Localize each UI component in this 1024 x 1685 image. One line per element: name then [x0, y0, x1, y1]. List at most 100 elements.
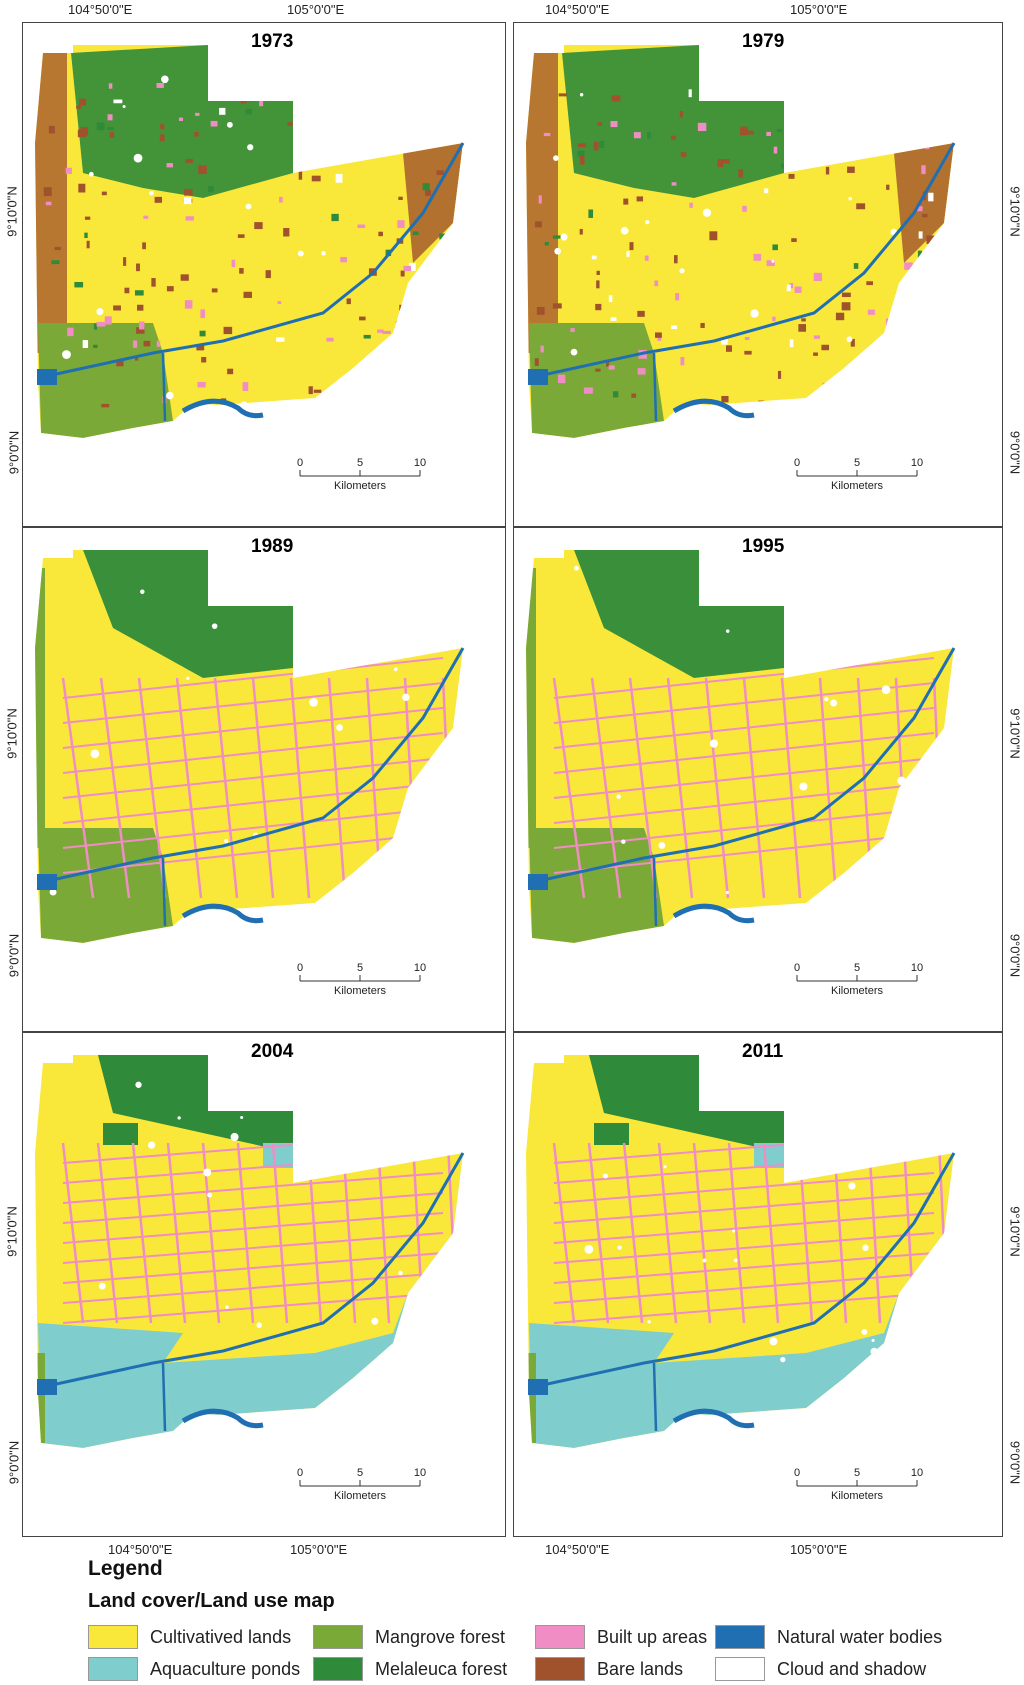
cloud-patch — [161, 75, 169, 84]
main-canal — [528, 647, 956, 885]
built-up-canal-line — [622, 1142, 644, 1324]
land-cover-patch — [439, 233, 446, 240]
built-up-road-line — [553, 807, 935, 849]
land-cover-patch — [107, 127, 115, 131]
legend-label-builtup: Built up areas — [597, 1626, 708, 1647]
map-year-label: 1989 — [251, 536, 294, 557]
land-cover-patch — [264, 90, 270, 96]
cloud-patch — [570, 348, 578, 356]
land-cover-patch — [689, 202, 693, 208]
land-cover-patch — [583, 387, 593, 394]
land-cover-patch — [742, 205, 747, 212]
main-canal — [37, 142, 465, 380]
land-cover-patch — [340, 257, 347, 263]
cloud-patch — [338, 154, 348, 164]
melaleuca-patch — [594, 1123, 629, 1145]
cloud-patch — [645, 219, 650, 225]
land-cover-patch — [552, 303, 562, 309]
land-cover-patch — [772, 316, 776, 322]
cloud-patch — [88, 171, 94, 177]
land-cover-patch — [813, 272, 822, 282]
cloud-patch — [135, 1081, 142, 1088]
land-cover-map — [35, 1055, 465, 1448]
bottom-lon-label-left-a: 104°50'0"E — [108, 1542, 173, 1557]
land-cover-patch — [593, 141, 599, 151]
built-up-road-line — [62, 1192, 444, 1224]
built-up-road-line — [62, 807, 444, 849]
map-panel-1995: 1995 0 5 10 Kilometers — [513, 527, 1003, 1032]
land-cover-patch — [595, 303, 602, 311]
scale-bar: 0 5 10 Kilometers — [792, 1464, 942, 1508]
land-cover-patch — [254, 222, 263, 230]
land-cover-patch — [773, 146, 778, 154]
legend-item-bareland: Bare lands — [535, 1656, 683, 1682]
cloud-patch — [321, 896, 327, 902]
land-cover-patch — [377, 329, 384, 333]
land-cover-patch — [895, 401, 902, 408]
land-cover-patch — [671, 325, 678, 330]
land-cover-patch — [439, 300, 447, 305]
scale-tick-label: 5 — [854, 962, 860, 974]
mangrove-swatch — [313, 1625, 363, 1649]
cloud-patch — [402, 693, 410, 702]
cloud-patch — [393, 667, 398, 672]
left-lat-label-lower-2: 9°0'0"N — [6, 933, 22, 978]
land-cover-patch — [143, 215, 149, 219]
land-cover-patch — [606, 361, 610, 367]
land-cover-patch — [577, 143, 587, 148]
land-cover-patch — [54, 246, 61, 251]
scale-tick-label: 5 — [357, 962, 363, 974]
land-cover-patch — [210, 120, 218, 127]
land-cover-patch — [764, 188, 769, 194]
left-lat-label-upper-3: 9°10'0"N — [4, 1206, 20, 1257]
cloud-patch — [355, 868, 365, 877]
land-cover-patch — [132, 340, 138, 348]
land-cover-patch — [139, 321, 145, 330]
land-cover-patch — [430, 388, 438, 396]
top-lon-label-right-a: 105°0'0"E — [287, 2, 345, 17]
land-cover-patch — [637, 368, 646, 375]
cloud-patch — [908, 70, 914, 76]
cloud-patch — [554, 247, 562, 255]
mangrove-area — [529, 323, 664, 438]
scale-unit-label: Kilometers — [831, 985, 883, 997]
map-year-label: 1979 — [742, 31, 785, 52]
land-cover-patch — [629, 242, 634, 251]
land-cover-patch — [231, 259, 236, 268]
land-cover-patch — [930, 391, 938, 400]
aquaculture-swatch — [88, 1657, 138, 1681]
scale-tick-label: 10 — [911, 1467, 923, 1479]
land-cover-patch — [287, 122, 294, 126]
cloud-patch — [122, 104, 126, 109]
land-cover-patch — [240, 100, 247, 104]
legend-item-aquaculture: Aquaculture ponds — [88, 1656, 300, 1682]
cloud-patch — [321, 251, 326, 256]
cloud-patch — [226, 121, 233, 128]
built-up-canal-line — [131, 1142, 153, 1324]
cloud-patch — [240, 1115, 244, 1120]
land-cover-patch — [771, 410, 780, 417]
built-up-road-line — [553, 1292, 935, 1324]
legend-item-melaleuca: Melaleuca forest — [313, 1656, 507, 1682]
land-cover-patch — [794, 286, 802, 293]
built-up-canal-line — [175, 677, 203, 899]
land-cover-patch — [347, 151, 355, 159]
land-cover-patch — [242, 382, 249, 391]
river-mouth — [181, 1408, 264, 1429]
built-up-road-line — [62, 707, 444, 749]
land-cover-patch — [721, 395, 729, 403]
land-cover-patch — [599, 140, 605, 148]
built-up-road-line — [553, 1232, 935, 1264]
land-cover-patch — [74, 281, 84, 288]
land-cover-patch — [78, 183, 86, 193]
land-cover-patch — [76, 105, 81, 109]
land-cover-patch — [848, 197, 852, 201]
scale-tick-label: 10 — [414, 457, 426, 469]
land-cover-patch — [597, 122, 603, 126]
land-cover-patch — [326, 337, 334, 342]
land-cover-patch — [142, 242, 146, 250]
legend-item-cloud: Cloud and shadow — [715, 1656, 926, 1682]
cloud-patch — [256, 1322, 262, 1328]
built-up-canal-line — [251, 677, 275, 899]
cloud-patch — [702, 1258, 707, 1263]
